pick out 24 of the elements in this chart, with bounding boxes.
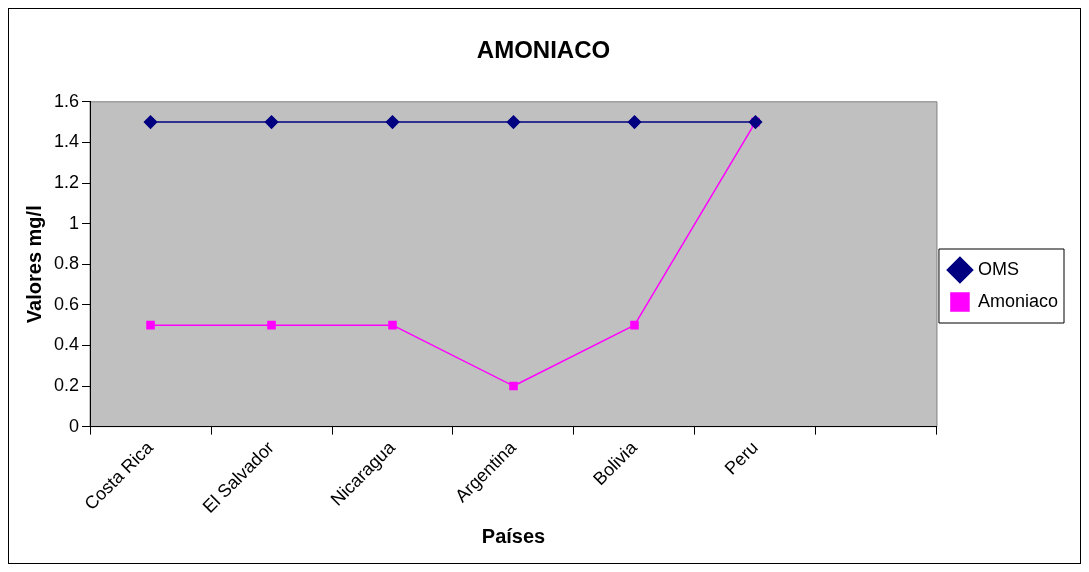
y-tick-label: 0.8	[53, 253, 80, 274]
point	[264, 115, 279, 129]
y-tick-label: 1.2	[53, 171, 80, 192]
point	[627, 115, 642, 129]
y-tick-label: 1	[69, 212, 80, 233]
x-axis-title: Países	[481, 524, 546, 547]
point	[267, 320, 276, 330]
point	[143, 115, 158, 129]
y-tick-label: 0.2	[53, 375, 80, 395]
y-tick-label: 0.4	[53, 334, 80, 355]
y-axis-title: Valores mg/l	[22, 205, 45, 324]
y-tick-label: 1.6	[53, 90, 80, 111]
point	[509, 381, 518, 391]
point	[630, 320, 639, 330]
y-tick-label: 0.6	[53, 293, 80, 314]
legend-label: OMS	[977, 258, 1019, 279]
y-tick-label: 0	[69, 415, 80, 436]
legend-label: Amoniaco	[977, 290, 1058, 311]
y-tick-label: 1.4	[53, 131, 80, 152]
point	[146, 320, 155, 330]
point	[388, 320, 397, 330]
point	[506, 115, 521, 129]
chart-title: AMONIACO	[476, 36, 611, 64]
point	[385, 115, 400, 129]
